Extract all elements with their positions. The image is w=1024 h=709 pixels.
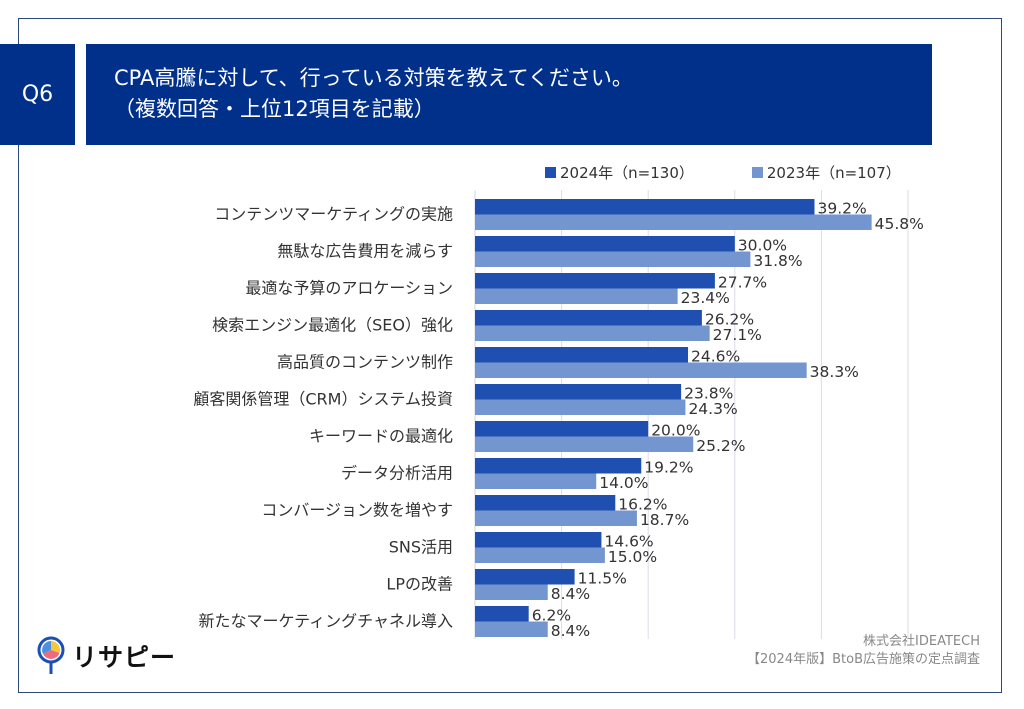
- value-label-2023: 27.1%: [713, 326, 762, 344]
- legend-swatch-2023: [751, 166, 763, 178]
- bar-2024: [475, 458, 642, 474]
- bar-2023: [475, 214, 872, 230]
- footer-company: 株式会社IDEATECH: [863, 634, 980, 649]
- slide-frame: [18, 18, 1002, 693]
- category-label: 最適な予算のアロケーション: [245, 279, 453, 298]
- value-label-2023: 23.4%: [681, 289, 730, 307]
- footer-survey: 【2024年版】BtoB広告施策の定点調査: [747, 652, 980, 667]
- bar-2024: [475, 273, 715, 289]
- category-label: 高品質のコンテンツ制作: [277, 353, 453, 372]
- category-label: SNS活用: [389, 538, 453, 557]
- value-label-2024: 39.2%: [817, 200, 866, 218]
- bar-2024: [475, 347, 689, 363]
- value-label-2024: 6.2%: [532, 607, 571, 625]
- category-label: LPの改善: [386, 575, 453, 594]
- legend-swatch-2024: [545, 166, 556, 178]
- legend-label-2024: 2024年（n=130）: [560, 163, 694, 182]
- title-line-1: CPA高騰に対して、行っている対策を教えてください。: [114, 66, 633, 90]
- category-label: キーワードの最適化: [309, 427, 453, 446]
- bar-2023: [475, 288, 678, 304]
- bar-2023: [475, 584, 548, 600]
- value-label-2023: 31.8%: [753, 252, 802, 270]
- value-label-2024: 23.8%: [684, 385, 733, 403]
- title-banner: CPA高騰に対して、行っている対策を教えてください。 （複数回答・上位12項目を…: [86, 44, 932, 145]
- bar-2024: [475, 421, 649, 437]
- legend-label-2023: 2023年（n=107）: [766, 163, 901, 182]
- value-label-2023: 45.8%: [875, 215, 924, 233]
- category-label: 無駄な広告費用を減らす: [277, 242, 453, 261]
- footer-credit: 株式会社IDEATECH 【2024年版】BtoB広告施策の定点調査: [747, 633, 980, 669]
- bar-2023: [475, 547, 605, 563]
- bar-2023: [475, 621, 548, 637]
- map-pin-pie-icon: [37, 636, 65, 674]
- bar-2024: [475, 310, 702, 326]
- bar-2024: [475, 569, 575, 585]
- bar-2024: [475, 495, 616, 511]
- value-label-2023: 18.7%: [640, 511, 689, 529]
- bar-2023: [475, 362, 807, 378]
- bar-2024: [475, 199, 815, 215]
- bar-2023: [475, 473, 597, 489]
- bar-2023: [475, 399, 686, 415]
- bar-2023: [475, 325, 710, 341]
- bar-2023: [475, 251, 751, 267]
- title-line-2: （複数回答・上位12項目を記載）: [114, 97, 435, 121]
- value-label-2024: 26.2%: [705, 311, 754, 329]
- logo-text: リサピー: [72, 643, 177, 672]
- value-label-2024: 20.0%: [651, 422, 700, 440]
- bar-2024: [475, 532, 602, 548]
- legend-item-2024: 2024年（n=130）: [545, 162, 694, 183]
- value-label-2023: 38.3%: [810, 363, 859, 381]
- category-label: 検索エンジン最適化（SEO）強化: [212, 316, 453, 335]
- chart-legend: 2024年（n=130） 2023年（n=107）: [545, 160, 959, 184]
- legend-item-2023: 2023年（n=107）: [751, 162, 901, 183]
- value-label-2023: 24.3%: [688, 400, 737, 418]
- value-label-2023: 25.2%: [696, 437, 745, 455]
- value-label-2024: 30.0%: [738, 237, 787, 255]
- category-label: 新たなマーケティングチャネル導入: [198, 612, 453, 631]
- bar-2024: [475, 606, 529, 622]
- value-label-2024: 19.2%: [644, 459, 693, 477]
- value-label-2023: 15.0%: [608, 548, 657, 566]
- value-label-2023: 8.4%: [551, 585, 590, 603]
- category-label: コンバージョン数を増やす: [261, 501, 453, 520]
- bar-2024: [475, 384, 682, 400]
- question-badge: Q6: [0, 44, 75, 145]
- value-label-2023: 14.0%: [599, 474, 648, 492]
- category-label: コンテンツマーケティングの実施: [214, 205, 453, 224]
- value-label-2024: 16.2%: [618, 496, 667, 514]
- bar-2023: [475, 510, 637, 526]
- category-label: 顧客関係管理（CRM）システム投資: [193, 390, 453, 409]
- value-label-2024: 11.5%: [578, 570, 627, 588]
- value-label-2023: 8.4%: [551, 622, 590, 640]
- value-label-2024: 27.7%: [718, 274, 767, 292]
- brand-logo: リサピー: [36, 636, 176, 676]
- value-label-2024: 24.6%: [691, 348, 740, 366]
- category-label: データ分析活用: [341, 464, 453, 483]
- value-label-2024: 14.6%: [604, 533, 653, 551]
- bar-2023: [475, 436, 694, 452]
- bar-2024: [475, 236, 735, 252]
